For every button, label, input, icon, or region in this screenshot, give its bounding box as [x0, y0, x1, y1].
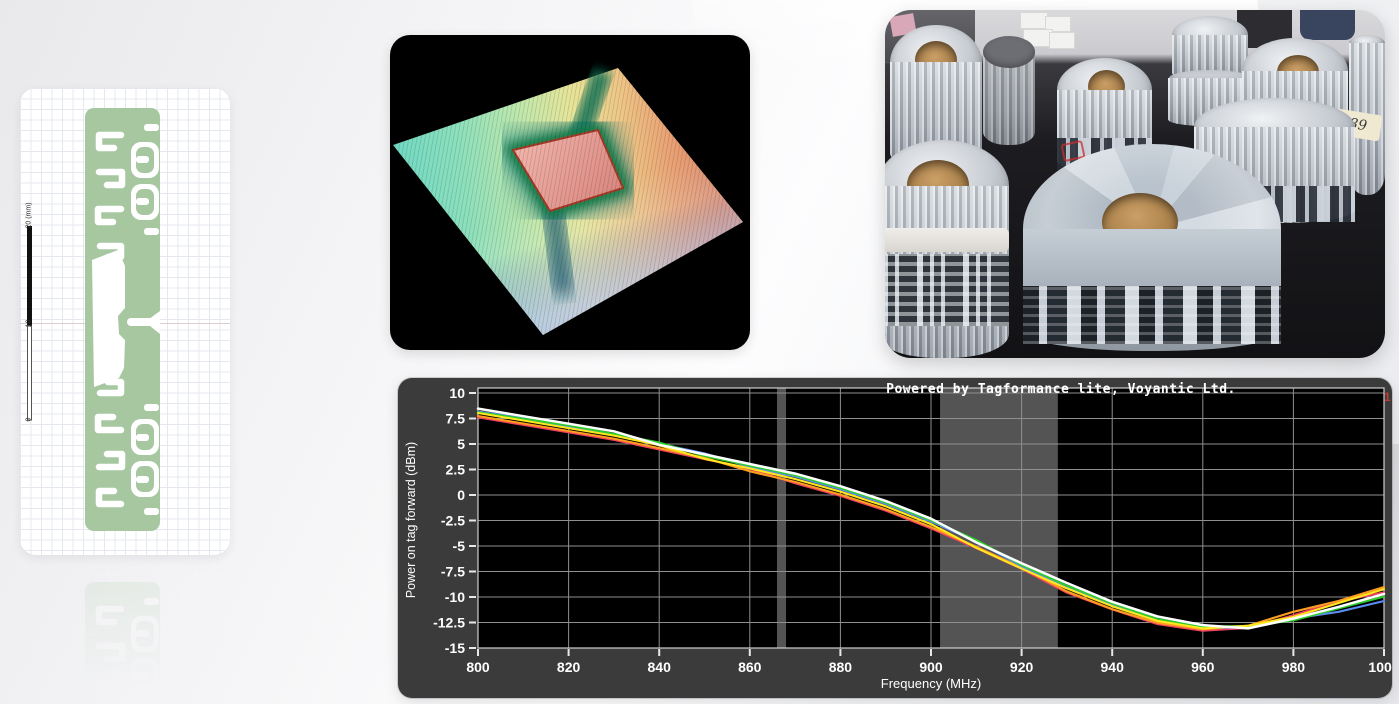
inlay-rolls-photo: 89 — [885, 10, 1385, 358]
tick-label-x: 800 — [466, 659, 490, 675]
chart-x-axis-label: Frequency (MHz) — [880, 676, 982, 691]
tick-label-y: 5 — [457, 436, 465, 452]
tick-label-x: 900 — [919, 659, 943, 675]
tagformance-chart-panel: Powered by Tagformance lite, Voyantic Lt… — [398, 378, 1392, 698]
tick-label-x: 920 — [1010, 659, 1034, 675]
trace-run-red — [476, 416, 1386, 632]
ruler-mid-label: 10 — [25, 319, 33, 328]
plot-border — [477, 387, 1385, 649]
surface-profile-3d-panel — [390, 35, 750, 350]
antenna-artwork — [27, 108, 230, 531]
inlay-pattern-band — [885, 254, 1009, 326]
ic-chip-bump — [511, 128, 625, 213]
stacked-box — [1020, 12, 1048, 29]
tick-label-y: 0 — [457, 487, 465, 503]
tick-label-x: 960 — [1191, 659, 1215, 675]
tick-label-y: -12.5 — [433, 615, 465, 631]
tick-label-y: 2.5 — [446, 462, 466, 478]
frequency-band — [776, 388, 787, 648]
tick-label-x: 820 — [557, 659, 581, 675]
antenna-design-card: 20 (mm) 10 0 — [20, 88, 230, 555]
tick-label-y: 7.5 — [446, 411, 466, 427]
ruler-bottom-label: 0 — [25, 417, 33, 422]
tick-label-y: -2.5 — [441, 513, 465, 529]
person-arm — [1300, 10, 1355, 40]
right-axis-fragment: 10 — [1384, 390, 1391, 404]
tick-label-y: -7.5 — [441, 564, 465, 580]
antenna-shape — [85, 108, 160, 531]
reflection-artwork — [20, 558, 230, 704]
tick-label-y: -5 — [453, 538, 466, 554]
scale-ruler — [27, 226, 32, 421]
tick-label-x: 860 — [738, 659, 762, 675]
tick-label-x: 940 — [1101, 659, 1125, 675]
tick-label-y: -10 — [445, 589, 465, 605]
trace-run-white — [476, 407, 1386, 630]
roll-flange — [885, 228, 1009, 252]
tick-label-x: 840 — [648, 659, 672, 675]
chart-title: Powered by Tagformance lite, Voyantic Lt… — [886, 382, 1236, 397]
stacked-box — [1049, 32, 1075, 49]
tick-label-x: 980 — [1282, 659, 1306, 675]
tick-label-y: -15 — [445, 640, 465, 656]
tick-label-y: 10 — [449, 385, 465, 401]
frequency-band — [940, 388, 1058, 648]
chart-y-axis-label: Power on tag forward (dBm) — [404, 441, 418, 599]
tick-label-x: 880 — [829, 659, 853, 675]
ruler-top-label: 20 (mm) — [25, 202, 33, 229]
stacked-box — [1045, 16, 1071, 32]
antenna-card-reflection — [20, 558, 230, 704]
inlay-roll-top — [983, 36, 1035, 68]
inlay-pattern-band — [1023, 286, 1281, 344]
surface-profile-render — [393, 67, 743, 335]
tick-label-x: 1000 — [1368, 659, 1392, 675]
